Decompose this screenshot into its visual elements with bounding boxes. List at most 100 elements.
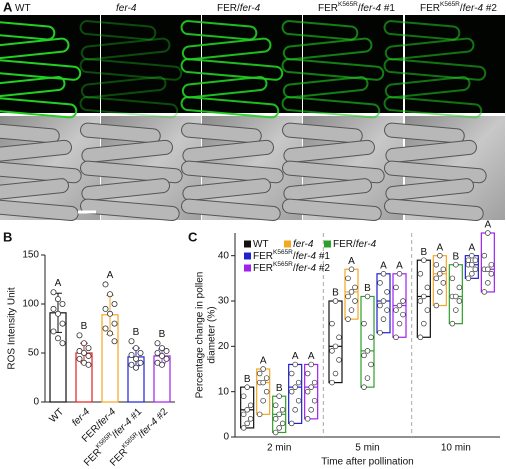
data-point	[154, 349, 161, 356]
label-part: #2	[316, 263, 330, 274]
data-point	[311, 397, 318, 404]
data-point	[345, 316, 351, 322]
significance-letter: B	[332, 288, 339, 299]
legend-swatch	[324, 240, 331, 248]
data-point	[128, 361, 135, 368]
data-point	[85, 352, 92, 359]
data-point	[288, 420, 295, 427]
y-tick-label: 20	[218, 341, 230, 352]
data-point	[368, 334, 374, 341]
data-point	[111, 320, 118, 327]
label-part: fer-4	[240, 3, 261, 14]
significance-letter: B	[364, 283, 371, 294]
y-tick-label: 10	[218, 386, 230, 397]
pollen-tube	[0, 58, 82, 81]
data-point	[485, 280, 491, 286]
x-tick-label: fer-4	[70, 406, 92, 428]
data-point	[361, 320, 367, 327]
data-point	[292, 407, 298, 413]
data-point	[50, 305, 57, 312]
data-point	[247, 416, 254, 422]
pollen-tube-bf	[384, 122, 465, 144]
pollen-tube	[282, 76, 369, 99]
panel-label: C	[188, 229, 198, 244]
label-part: fer-4	[296, 251, 317, 262]
significance-letter: B	[81, 321, 88, 332]
significance-letter: B	[452, 251, 459, 262]
label-part: /	[358, 3, 361, 14]
data-point	[485, 266, 491, 273]
data-point	[377, 280, 383, 286]
data-point	[472, 257, 479, 263]
data-point	[107, 330, 114, 337]
pollen-tube-bf	[283, 178, 373, 201]
y-tick-label: 150	[22, 250, 39, 261]
data-point	[437, 289, 443, 295]
pollen-tube	[383, 20, 461, 41]
data-point	[137, 359, 144, 366]
significance-letter: A	[436, 242, 443, 253]
legend-swatch	[244, 264, 251, 272]
legend-label: fer-4	[293, 239, 314, 250]
data-point	[304, 416, 311, 422]
data-point	[102, 325, 109, 332]
legend-label: WT	[253, 239, 269, 250]
pollen-tube-bf	[282, 198, 382, 222]
data-point	[244, 384, 250, 390]
data-point	[288, 388, 295, 395]
pollen-tube-bf	[182, 139, 274, 163]
data-point	[481, 289, 488, 295]
pollen-tube-bf	[0, 160, 82, 184]
data-point	[55, 310, 62, 317]
label-part: K565R	[273, 249, 293, 256]
x-tick-label: WT	[47, 406, 66, 425]
data-point	[421, 320, 427, 327]
pollen-tube	[281, 96, 381, 119]
data-point	[276, 411, 282, 418]
label-part: /	[293, 263, 296, 274]
label-part: K565R	[338, 1, 358, 8]
data-point	[308, 361, 314, 368]
significance-letter: A	[55, 278, 62, 289]
data-point	[332, 370, 339, 377]
data-point	[158, 352, 165, 359]
y-tick-label: 50	[28, 348, 40, 359]
data-point	[158, 361, 165, 368]
panel-label: A	[3, 0, 13, 14]
significance-letter: A	[396, 260, 403, 271]
y-axis-label: ROS Intensity Unit	[7, 287, 18, 369]
pollen-tube	[80, 76, 167, 99]
pollen-tube-bf	[384, 160, 487, 184]
pollen-tube-bf	[282, 160, 385, 184]
data-point	[240, 411, 247, 418]
data-point	[244, 407, 250, 413]
data-point	[488, 271, 495, 277]
data-point	[50, 328, 57, 335]
legend-label: FERK565R/fer-4 #1	[253, 249, 330, 261]
pollen-tube	[383, 96, 483, 119]
label-part: FER/	[217, 3, 240, 14]
data-point	[352, 284, 358, 291]
data-point	[163, 355, 170, 362]
data-point	[276, 393, 282, 399]
data-point	[377, 302, 383, 309]
data-point	[247, 402, 254, 409]
data-point	[76, 332, 83, 339]
data-point	[345, 293, 351, 300]
legend-label: FER/fer-4	[333, 239, 377, 250]
label-part: #1	[381, 3, 395, 14]
data-point	[417, 298, 424, 304]
label-part: /	[136, 430, 146, 440]
pollen-tube-bf	[0, 139, 72, 163]
data-point	[128, 351, 135, 358]
data-point	[336, 357, 342, 363]
data-point	[456, 284, 463, 291]
pollen-tube	[383, 58, 487, 81]
box	[360, 295, 375, 388]
data-point	[380, 316, 387, 322]
x-tick-label: 5 min	[355, 443, 379, 454]
label-part: fer-4	[70, 406, 92, 428]
pollen-tube-bf	[80, 198, 180, 222]
data-point	[364, 293, 371, 300]
data-point	[465, 257, 472, 263]
